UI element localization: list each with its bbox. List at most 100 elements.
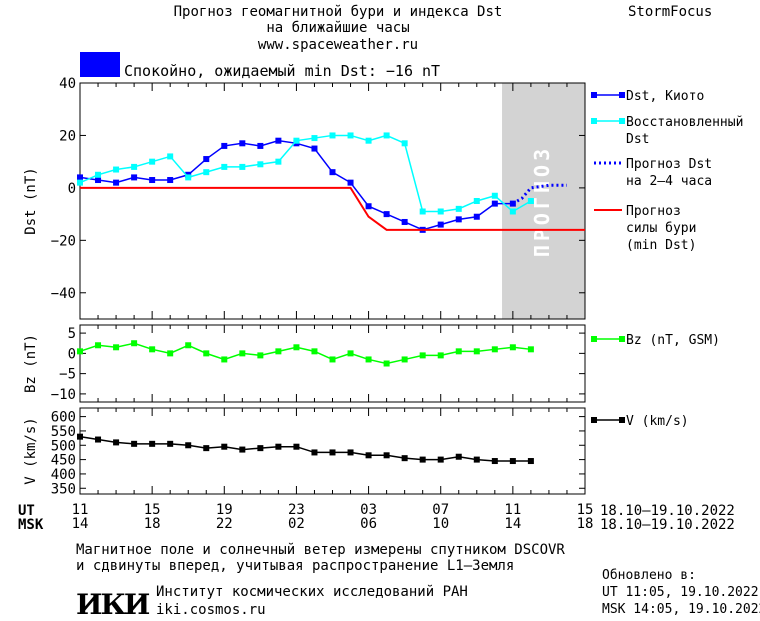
data-point (167, 440, 174, 447)
data-point (113, 179, 120, 186)
data-point (239, 163, 246, 170)
ut-tick-label: 23 (288, 502, 305, 518)
status-text: Спокойно, ожидаемый min Dst: −16 nT (124, 62, 441, 80)
forecast-band (502, 83, 585, 319)
ut-tick-label: 07 (432, 502, 449, 518)
legend-entry-3: Прогноз Dst на 2–4 часа (594, 157, 712, 189)
data-point (401, 218, 408, 225)
data-point (131, 163, 138, 170)
legend-marker (591, 92, 597, 98)
data-point (149, 158, 156, 165)
data-point (221, 163, 228, 170)
msk-tick-label: 18 (144, 516, 161, 532)
data-point (95, 342, 102, 349)
data-point (491, 458, 498, 465)
legend-entry-1: Dst, Киото (591, 89, 704, 104)
ut-tick-label: 19 (216, 502, 233, 518)
ut-tick-label: 11 (72, 502, 89, 518)
y-tick-label: −20 (51, 233, 76, 249)
series-line (79, 134, 532, 213)
data-point (455, 205, 462, 212)
data-point (509, 458, 516, 465)
data-point (455, 216, 462, 223)
data-point (365, 452, 372, 459)
ut-tick-label: 03 (360, 502, 377, 518)
data-point (275, 158, 282, 165)
legend-marker (619, 118, 625, 124)
data-point (185, 174, 192, 181)
legend-entry-1: Bz (nT, GSM) (591, 333, 720, 348)
ut-axis-label: UT (18, 503, 35, 519)
brand-label: StormFocus (628, 4, 713, 20)
chart-panel-1: ПРОГНОЗ 40 20 0 −20 −40 Dst (nT) Dst, Киото Восс… (23, 76, 743, 320)
series-1 (77, 340, 534, 367)
data-point (383, 360, 390, 367)
data-point (365, 137, 372, 144)
data-point (473, 456, 480, 463)
msk-tick-label: 10 (432, 516, 449, 532)
msk-tick-label: 18 (577, 516, 594, 532)
data-point (437, 352, 444, 359)
legend-entry-2: Восстановленный Dst (591, 115, 743, 147)
forecast-band-label: ПРОГНОЗ (530, 145, 554, 257)
data-point (275, 137, 282, 144)
y-tick-label: 550 (51, 424, 76, 440)
data-point (329, 449, 336, 456)
data-point (203, 156, 210, 163)
data-point (509, 208, 516, 215)
data-point (311, 135, 318, 142)
y-tick-label: 350 (51, 481, 76, 497)
data-point (77, 179, 83, 186)
msk-tick-label: 14 (72, 516, 89, 532)
data-point (257, 445, 264, 452)
updated-msk: MSK 14:05, 19.10.2022 (602, 602, 760, 617)
data-point (401, 455, 408, 462)
data-point (221, 443, 228, 450)
series-line (79, 139, 513, 231)
iki-logo: ИКИ (76, 588, 150, 621)
data-point (401, 140, 408, 147)
data-point (383, 452, 390, 459)
data-point (473, 198, 480, 204)
legend-marker (591, 336, 597, 342)
data-point (329, 356, 336, 363)
msk-tick-label: 06 (360, 516, 377, 532)
data-point (131, 174, 138, 181)
y-tick-label: 500 (51, 438, 76, 454)
y-axis-title: Dst (nT) (23, 167, 39, 234)
updated-ut: UT 11:05, 19.10.2022 (602, 585, 759, 600)
y-tick-label: 450 (51, 453, 76, 469)
data-point (113, 439, 120, 446)
data-point (95, 171, 102, 178)
data-point (149, 177, 156, 184)
site-url[interactable]: www.spaceweather.ru (257, 37, 419, 53)
data-point (437, 456, 444, 463)
updated-label: Обновлено в: (602, 568, 696, 583)
data-point (239, 350, 246, 357)
data-point (473, 213, 480, 220)
series-line (79, 342, 531, 365)
data-point (293, 443, 300, 450)
y-tick-label: −10 (51, 387, 76, 403)
series-3 (512, 183, 567, 205)
data-point (95, 177, 102, 184)
y-tick-label: 5 (68, 326, 76, 342)
institute-site[interactable]: iki.cosmos.ru (156, 602, 266, 618)
legend-label: Bz (nT, GSM) (626, 333, 720, 348)
chart-panel-2: 5 0 −5 −10 Bz (nT) Bz (nT, GSM) (23, 324, 720, 403)
data-point (365, 203, 372, 210)
data-point (491, 200, 498, 207)
data-point (401, 356, 408, 363)
data-point (527, 458, 534, 465)
data-point (419, 352, 426, 359)
chart-subtitle: на ближайшие часы (266, 20, 410, 36)
data-point (113, 166, 120, 173)
legend-entry-4: Прогноз силы бури (min Dst) (594, 204, 696, 253)
data-point (419, 208, 426, 215)
data-point (311, 348, 318, 355)
data-point (527, 346, 534, 353)
legend-marker (619, 336, 625, 342)
data-point (239, 446, 246, 453)
data-point (383, 211, 390, 218)
